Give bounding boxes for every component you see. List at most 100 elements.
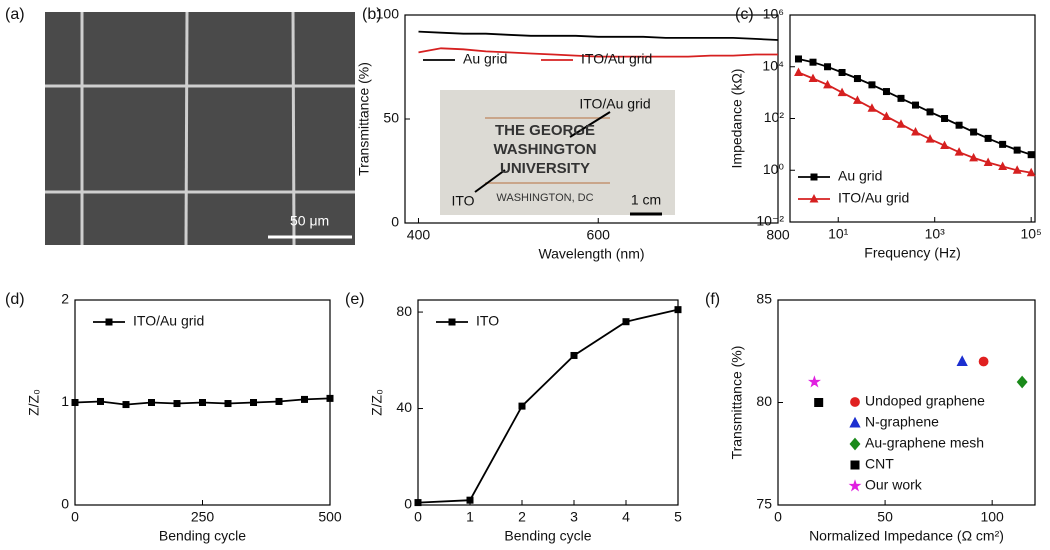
y-axis-label: Transmittance (%)	[356, 62, 372, 176]
legend-label: CNT	[865, 456, 894, 472]
series-line	[418, 30, 779, 41]
marker	[1012, 165, 1022, 174]
y-tick-label: 2	[61, 291, 69, 307]
x-axis-label: Bending cycle	[159, 528, 246, 544]
marker	[814, 398, 824, 407]
marker	[1013, 146, 1021, 154]
marker	[97, 397, 104, 405]
arrow	[569, 111, 611, 138]
legend-label: N-graphene	[865, 414, 939, 430]
marker	[301, 395, 308, 403]
x-tick-label: 0	[414, 509, 422, 525]
marker	[983, 157, 993, 166]
x-tick-label: 10⁵	[1020, 226, 1041, 242]
x-axis-label: Wavelength (nm)	[538, 246, 644, 262]
marker	[838, 68, 846, 76]
panel-label: (c)	[735, 6, 754, 23]
marker	[224, 400, 232, 408]
x-tick-label: 0	[71, 509, 79, 525]
y-axis-label: Z/Z₀	[369, 389, 385, 416]
marker	[853, 75, 861, 83]
x-tick-label: 10³	[925, 226, 946, 242]
legend-label: ITO/Au grid	[133, 313, 204, 329]
x-tick-label: 2	[518, 509, 526, 525]
marker	[978, 356, 989, 367]
legend-marker	[809, 194, 819, 203]
y-tick-label: 50	[383, 110, 399, 126]
x-tick-label: 3	[570, 509, 578, 525]
marker	[1027, 151, 1035, 159]
marker	[912, 101, 920, 109]
x-tick-label: 400	[407, 227, 431, 243]
marker	[570, 351, 578, 359]
marker	[807, 375, 821, 388]
y-tick-label: 75	[756, 496, 772, 512]
legend-label: Our work	[865, 477, 923, 493]
grid-pattern	[45, 11, 355, 246]
marker	[173, 400, 181, 408]
y-tick-label: 85	[756, 291, 772, 307]
marker	[275, 397, 283, 405]
inset-photo	[440, 90, 675, 216]
x-tick-label: 50	[877, 509, 893, 525]
legend-marker	[448, 318, 456, 326]
marker	[837, 87, 847, 97]
marker	[250, 399, 257, 406]
legend-label: Au-graphene mesh	[865, 435, 984, 451]
marker	[867, 103, 877, 112]
legend-label: Undoped graphene	[865, 393, 985, 409]
marker	[969, 152, 979, 162]
x-tick-label: 0	[774, 509, 782, 525]
x-tick-label: 1	[466, 509, 474, 525]
marker	[984, 134, 992, 142]
legend-marker	[850, 397, 860, 407]
panel-label: (b)	[362, 6, 382, 23]
marker	[823, 79, 832, 89]
y-tick-label: 0	[391, 214, 399, 230]
x-tick-label: 10¹	[828, 226, 849, 242]
marker	[925, 134, 935, 143]
inset-text: WASHINGTON, DC	[496, 192, 593, 204]
y-tick-label: 80	[396, 303, 412, 319]
x-tick-label: 500	[318, 509, 342, 525]
inset-text: WASHINGTON	[493, 141, 596, 158]
series-line	[417, 308, 679, 504]
image-background	[45, 12, 355, 245]
marker	[853, 95, 862, 104]
x-tick-label: 4	[622, 509, 630, 525]
inset-background	[440, 90, 675, 215]
legend-marker	[850, 460, 860, 470]
y-axis-label: Transmittance (%)	[729, 346, 745, 460]
marker	[414, 499, 422, 507]
legend-marker	[849, 437, 861, 451]
marker	[998, 161, 1008, 170]
marker	[809, 58, 817, 66]
series-line	[418, 47, 778, 58]
marker	[956, 355, 968, 366]
y-tick-label: 10⁶	[763, 6, 784, 22]
panel-label: (a)	[5, 6, 25, 23]
marker	[622, 318, 630, 326]
y-axis-label: Z/Z₀	[26, 389, 42, 416]
marker	[882, 111, 891, 120]
marker	[926, 108, 934, 116]
y-axis-label: Impedance (kΩ)	[729, 69, 745, 169]
legend-marker	[849, 416, 861, 428]
y-tick-label: 10⁰	[763, 161, 785, 177]
marker	[896, 119, 906, 128]
marker	[911, 127, 920, 136]
legend-marker	[105, 318, 113, 326]
marker	[794, 67, 803, 76]
marker	[794, 55, 802, 63]
marker	[808, 73, 818, 83]
inset-text: ITO/Au grid	[579, 96, 650, 112]
marker	[1016, 375, 1028, 389]
marker	[940, 140, 949, 150]
legend-label: ITO/Au grid	[838, 190, 909, 206]
panel-label: (d)	[5, 291, 25, 308]
marker	[1026, 167, 1036, 177]
plot-frame	[417, 299, 679, 506]
marker	[882, 88, 890, 96]
y-tick-label: 10⁴	[762, 57, 784, 73]
panel-label: (f)	[705, 291, 720, 308]
